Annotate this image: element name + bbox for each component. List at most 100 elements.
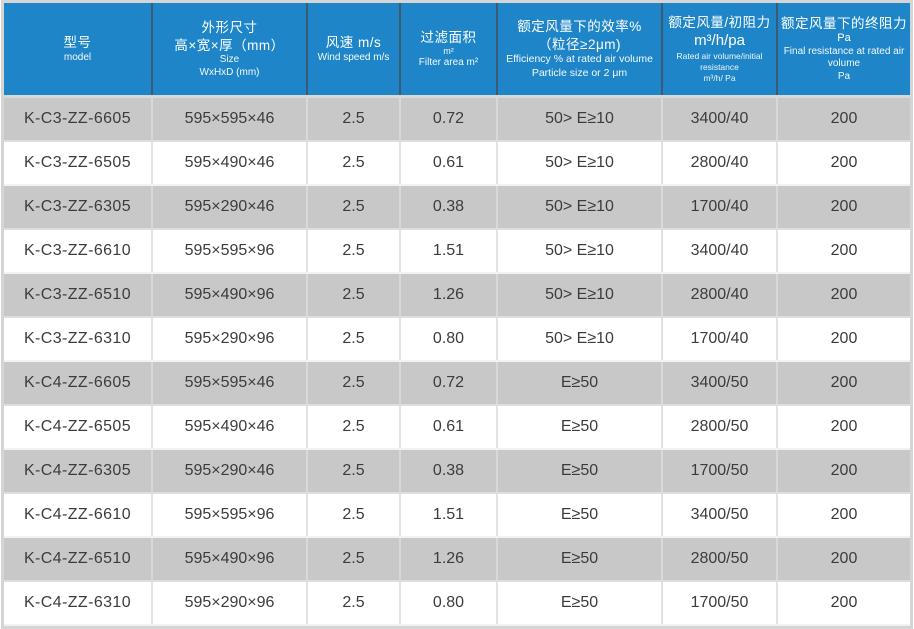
column-header-model: 型号 model bbox=[4, 3, 153, 98]
filter-spec-table: 型号 model 外形尺寸 高×宽×厚（mm） Size WxHxD (mm) 风速 m/s… bbox=[4, 3, 910, 626]
column-header-efficiency: 额定风量下的效率% （粒径≥2μm) Efficiency % at rated a… bbox=[497, 3, 663, 98]
header-line: Efficiency % at rated air volume bbox=[506, 53, 653, 66]
cell-size: 595×595×46 bbox=[152, 96, 308, 142]
header-line: 额定风量/初阻力 bbox=[668, 14, 771, 30]
cell-wind-speed: 2.5 bbox=[307, 229, 401, 274]
cell-rated-volume: 1700/40 bbox=[662, 317, 778, 362]
cell-size: 595×595×46 bbox=[152, 361, 308, 406]
header-line: model bbox=[63, 51, 92, 63]
header-line: 额定风量下的效率% bbox=[517, 19, 642, 35]
cell-final-resistance: 200 bbox=[777, 493, 910, 538]
cell-rated-volume: 2800/40 bbox=[662, 273, 778, 318]
cell-efficiency: 50> E≥10 bbox=[497, 273, 663, 318]
cell-final-resistance: 200 bbox=[777, 405, 910, 450]
table-row: K-C4-ZZ-6505 595×490×46 2.5 0.61 E≥50 2800/50… bbox=[4, 405, 910, 450]
header-row: 型号 model 外形尺寸 高×宽×厚（mm） Size WxHxD (mm) 风速 m/s… bbox=[4, 3, 910, 98]
cell-efficiency: 50> E≥10 bbox=[497, 229, 663, 274]
header-line: Pa bbox=[837, 70, 851, 82]
table-body: K-C3-ZZ-6605 595×595×46 2.5 0.72 50> E≥10 340… bbox=[4, 96, 910, 626]
cell-final-resistance: 200 bbox=[777, 449, 910, 494]
header-line: 高×宽×厚（mm） bbox=[174, 37, 285, 53]
cell-wind-speed: 2.5 bbox=[307, 581, 401, 626]
cell-wind-speed: 2.5 bbox=[307, 185, 401, 230]
header-line: Pa bbox=[837, 32, 851, 45]
header-line: 额定风量下的终阻力 bbox=[781, 15, 907, 31]
cell-model: K-C3-ZZ-6605 bbox=[4, 96, 153, 142]
table-row: K-C3-ZZ-6310 595×290×96 2.5 0.80 50> E≥10 170… bbox=[4, 317, 910, 362]
header-line: Size bbox=[219, 54, 240, 66]
cell-filter-area: 0.61 bbox=[400, 141, 498, 186]
cell-model: K-C3-ZZ-6610 bbox=[4, 229, 153, 274]
cell-model: K-C3-ZZ-6510 bbox=[4, 273, 153, 318]
header-line: Filter area m² bbox=[418, 56, 479, 68]
header-line: Wind speed m/s bbox=[317, 51, 390, 63]
column-header-final-resistance: 额定风量下的终阻力 Pa Final resistance at rated air… bbox=[777, 3, 910, 98]
cell-efficiency: E≥50 bbox=[497, 405, 663, 450]
cell-final-resistance: 200 bbox=[777, 581, 910, 626]
cell-model: K-C4-ZZ-6605 bbox=[4, 361, 153, 406]
table-row: K-C3-ZZ-6510 595×490×96 2.5 1.26 50> E≥10 280… bbox=[4, 273, 910, 318]
header-line: m² bbox=[443, 46, 454, 57]
table-row: K-C4-ZZ-6305 595×290×46 2.5 0.38 E≥50 1700/50… bbox=[4, 449, 910, 494]
cell-wind-speed: 2.5 bbox=[307, 537, 401, 582]
cell-rated-volume: 3400/50 bbox=[662, 361, 778, 406]
cell-model: K-C4-ZZ-6510 bbox=[4, 537, 153, 582]
cell-efficiency: 50> E≥10 bbox=[497, 317, 663, 362]
header-line: 外形尺寸 bbox=[201, 19, 258, 35]
cell-rated-volume: 3400/50 bbox=[662, 493, 778, 538]
cell-size: 595×595×96 bbox=[152, 493, 308, 538]
cell-size: 595×490×46 bbox=[152, 141, 308, 186]
header-line: m³/h/ Pa bbox=[703, 73, 736, 84]
header-line: Rated air volume/initial resistance bbox=[676, 50, 763, 72]
cell-final-resistance: 200 bbox=[777, 537, 910, 582]
cell-filter-area: 1.51 bbox=[400, 493, 498, 538]
column-header-size: 外形尺寸高×宽×厚（mm） Size WxHxD (mm) bbox=[152, 3, 308, 98]
cell-filter-area: 0.61 bbox=[400, 405, 498, 450]
cell-rated-volume: 1700/50 bbox=[662, 581, 778, 626]
cell-filter-area: 1.26 bbox=[400, 537, 498, 582]
column-header-rated-volume: 额定风量/初阻力 m³/h/pa Rated air volume/initial … bbox=[662, 3, 778, 98]
cell-wind-speed: 2.5 bbox=[307, 449, 401, 494]
cell-size: 595×290×46 bbox=[152, 449, 308, 494]
table-row: K-C4-ZZ-6510 595×490×96 2.5 1.26 E≥50 2800/50… bbox=[4, 537, 910, 582]
cell-efficiency: E≥50 bbox=[497, 449, 663, 494]
cell-filter-area: 0.80 bbox=[400, 317, 498, 362]
header-line: Final resistance at rated air volume bbox=[783, 45, 905, 70]
cell-rated-volume: 2800/40 bbox=[662, 141, 778, 186]
cell-model: K-C3-ZZ-6305 bbox=[4, 185, 153, 230]
cell-efficiency: E≥50 bbox=[497, 361, 663, 406]
cell-model: K-C3-ZZ-6505 bbox=[4, 141, 153, 186]
cell-wind-speed: 2.5 bbox=[307, 493, 401, 538]
header-line: 型号 bbox=[63, 34, 92, 50]
cell-size: 595×490×46 bbox=[152, 405, 308, 450]
header-line: WxHxD (mm) bbox=[199, 66, 260, 78]
cell-final-resistance: 200 bbox=[777, 96, 910, 142]
table-header: 型号 model 外形尺寸 高×宽×厚（mm） Size WxHxD (mm) 风速 m/s… bbox=[4, 3, 910, 98]
table-row: K-C4-ZZ-6610 595×595×96 2.5 1.51 E≥50 3400/50… bbox=[4, 493, 910, 538]
cell-model: K-C4-ZZ-6305 bbox=[4, 449, 153, 494]
cell-efficiency: 50> E≥10 bbox=[497, 141, 663, 186]
cell-size: 595×290×46 bbox=[152, 185, 308, 230]
cell-wind-speed: 2.5 bbox=[307, 317, 401, 362]
cell-rated-volume: 1700/40 bbox=[662, 185, 778, 230]
cell-wind-speed: 2.5 bbox=[307, 405, 401, 450]
cell-filter-area: 1.26 bbox=[400, 273, 498, 318]
cell-model: K-C4-ZZ-6610 bbox=[4, 493, 153, 538]
table-row: K-C3-ZZ-6505 595×490×46 2.5 0.61 50> E≥10 280… bbox=[4, 141, 910, 186]
cell-final-resistance: 200 bbox=[777, 273, 910, 318]
cell-efficiency: E≥50 bbox=[497, 537, 663, 582]
cell-filter-area: 0.38 bbox=[400, 185, 498, 230]
cell-size: 595×490×96 bbox=[152, 273, 308, 318]
cell-model: K-C4-ZZ-6310 bbox=[4, 581, 153, 626]
cell-size: 595×290×96 bbox=[152, 581, 308, 626]
cell-efficiency: 50> E≥10 bbox=[497, 185, 663, 230]
cell-rated-volume: 1700/50 bbox=[662, 449, 778, 494]
cell-rated-volume: 3400/40 bbox=[662, 96, 778, 142]
cell-size: 595×595×96 bbox=[152, 229, 308, 274]
cell-wind-speed: 2.5 bbox=[307, 361, 401, 406]
cell-size: 595×290×96 bbox=[152, 317, 308, 362]
cell-final-resistance: 200 bbox=[777, 185, 910, 230]
cell-wind-speed: 2.5 bbox=[307, 141, 401, 186]
